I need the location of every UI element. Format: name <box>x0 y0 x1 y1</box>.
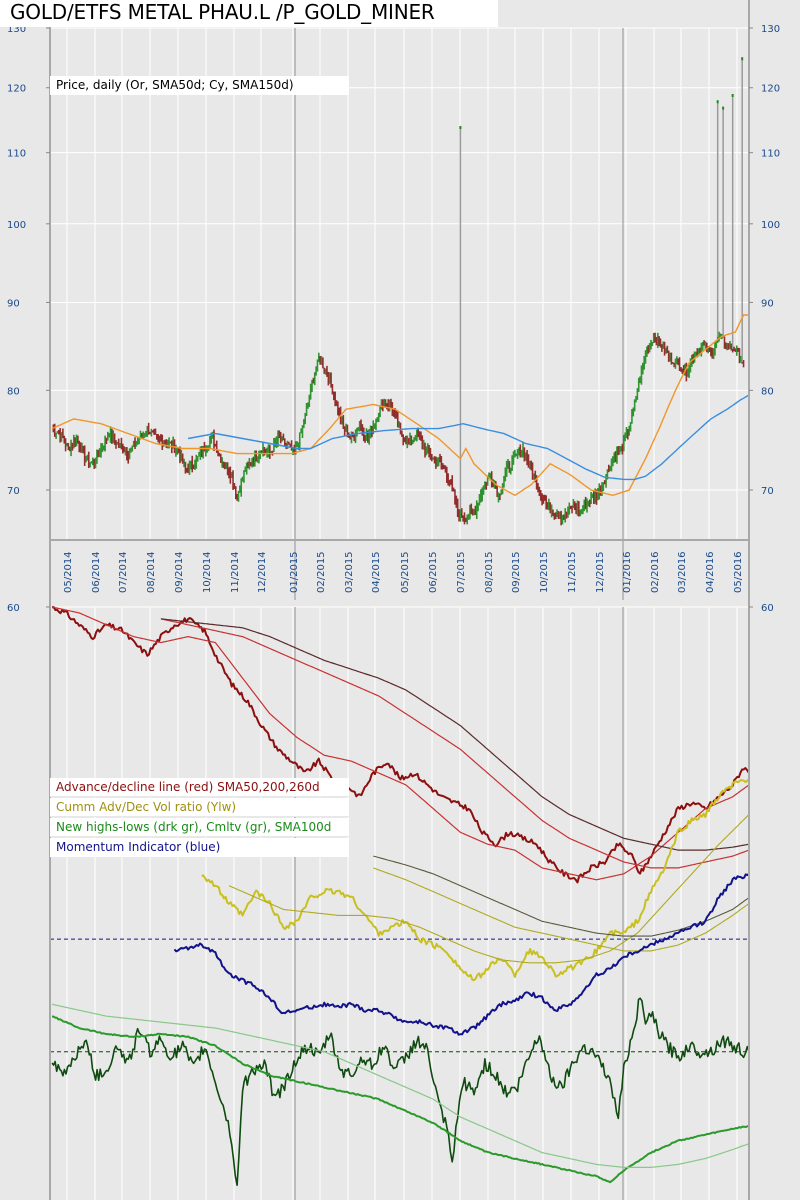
momentum-line <box>173 873 750 1036</box>
legend-momentum: Momentum Indicator (blue) <box>50 838 349 857</box>
date-tick-label: 04/2016 <box>705 551 716 593</box>
date-tick-label: 02/2015 <box>316 551 327 593</box>
date-tick-label: 09/2014 <box>174 551 185 593</box>
legend-ad-line-label: Advance/decline line (red) SMA50,200,260… <box>56 780 320 794</box>
legend-new-highs-lows-label: New highs-lows (drk gr), Cmltv (gr), SMA… <box>56 820 332 834</box>
title-box: GOLD/ETFS METAL PHAU.L /P_GOLD_MINER <box>0 0 498 27</box>
price-ytick-label-left: 90 <box>7 298 20 309</box>
date-tick-label: 05/2016 <box>733 551 744 593</box>
date-tick-label: 08/2014 <box>146 551 157 593</box>
legend-momentum-label: Momentum Indicator (blue) <box>56 840 221 854</box>
price-ytick-label-left: 70 <box>7 486 20 497</box>
lower-ytick-label-right: 60 <box>761 603 774 614</box>
legend-adv-vol-label: Cumm Adv/Dec Vol ratio (Ylw) <box>56 800 237 814</box>
adv-vol-sma-long-line <box>373 867 750 952</box>
price-legend-label: Price, daily (Or, SMA50d; Cy, SMA150d) <box>56 78 294 92</box>
date-tick-label: 12/2014 <box>257 551 268 593</box>
adv-vol-sma-longer-line <box>373 855 750 937</box>
ad-sma260-line <box>160 618 750 851</box>
price-ytick-label-left: 80 <box>7 386 20 397</box>
chart-title: GOLD/ETFS METAL PHAU.L /P_GOLD_MINER <box>10 0 435 24</box>
date-tick-label: 01/2016 <box>622 551 633 593</box>
price-ytick-label-right: 90 <box>761 298 774 309</box>
lower-ytick-label-left: 60 <box>7 603 20 614</box>
ad-line <box>51 606 750 884</box>
date-tick-label: 07/2014 <box>118 551 129 593</box>
legend-new-highs-lows: New highs-lows (drk gr), Cmltv (gr), SMA… <box>50 818 349 837</box>
date-tick-label: 03/2016 <box>677 551 688 593</box>
price-ytick-label-left: 130 <box>7 24 26 35</box>
price-legend: Price, daily (Or, SMA50d; Cy, SMA150d) <box>50 76 349 95</box>
price-panel <box>51 57 750 526</box>
adv-vol-sma-line <box>228 814 750 964</box>
date-tick-label: 10/2014 <box>202 551 213 593</box>
date-tick-label: 09/2015 <box>511 551 522 593</box>
date-tick-label: 05/2015 <box>400 551 411 593</box>
price-ytick-label-right: 70 <box>761 486 774 497</box>
price-ytick-label-right: 120 <box>761 84 780 95</box>
price-ytick-label-left: 120 <box>7 84 26 95</box>
date-tick-label: 06/2014 <box>91 551 102 593</box>
cumulative-highs-lows-line <box>51 1015 750 1184</box>
sma150-line <box>187 394 750 481</box>
date-tick-label: 11/2014 <box>230 551 241 593</box>
date-tick-label: 04/2015 <box>371 551 382 593</box>
date-tick-label: 12/2015 <box>595 551 606 593</box>
sma50-line <box>51 314 749 497</box>
axes: 70 70 80 80 90 90 100 100 110 110 120 120 130 130 05/2… <box>7 0 780 1200</box>
date-tick-label: 06/2015 <box>428 551 439 593</box>
date-tick-label: 05/2014 <box>63 551 74 593</box>
price-ytick-label-left: 110 <box>7 149 26 160</box>
price-ytick-label-right: 80 <box>761 386 774 397</box>
breadth-panel <box>50 606 750 1186</box>
legend-adv-vol: Cumm Adv/Dec Vol ratio (Ylw) <box>50 798 349 817</box>
grid <box>50 27 749 1200</box>
price-ytick-label-right: 130 <box>761 24 780 35</box>
highs-lows-sma-line <box>51 1003 750 1168</box>
date-tick-label: 07/2015 <box>456 551 467 593</box>
adv-vol-ratio-line <box>201 778 750 982</box>
ad-sma50-line <box>51 606 750 881</box>
date-tick-label: 08/2015 <box>484 551 495 593</box>
price-ytick-label-right: 100 <box>761 220 780 231</box>
date-tick-label: 11/2015 <box>567 551 578 593</box>
new-highs-lows-line <box>51 997 750 1186</box>
price-ytick-label-left: 100 <box>7 220 26 231</box>
legend-ad-line: Advance/decline line (red) SMA50,200,260… <box>50 778 349 797</box>
ad-sma200-line <box>160 618 750 869</box>
date-tick-label: 01/2015 <box>289 551 300 593</box>
price-ytick-label-right: 110 <box>761 149 780 160</box>
date-tick-label: 03/2015 <box>344 551 355 593</box>
date-tick-label: 02/2016 <box>650 551 661 593</box>
date-tick-label: 10/2015 <box>539 551 550 593</box>
